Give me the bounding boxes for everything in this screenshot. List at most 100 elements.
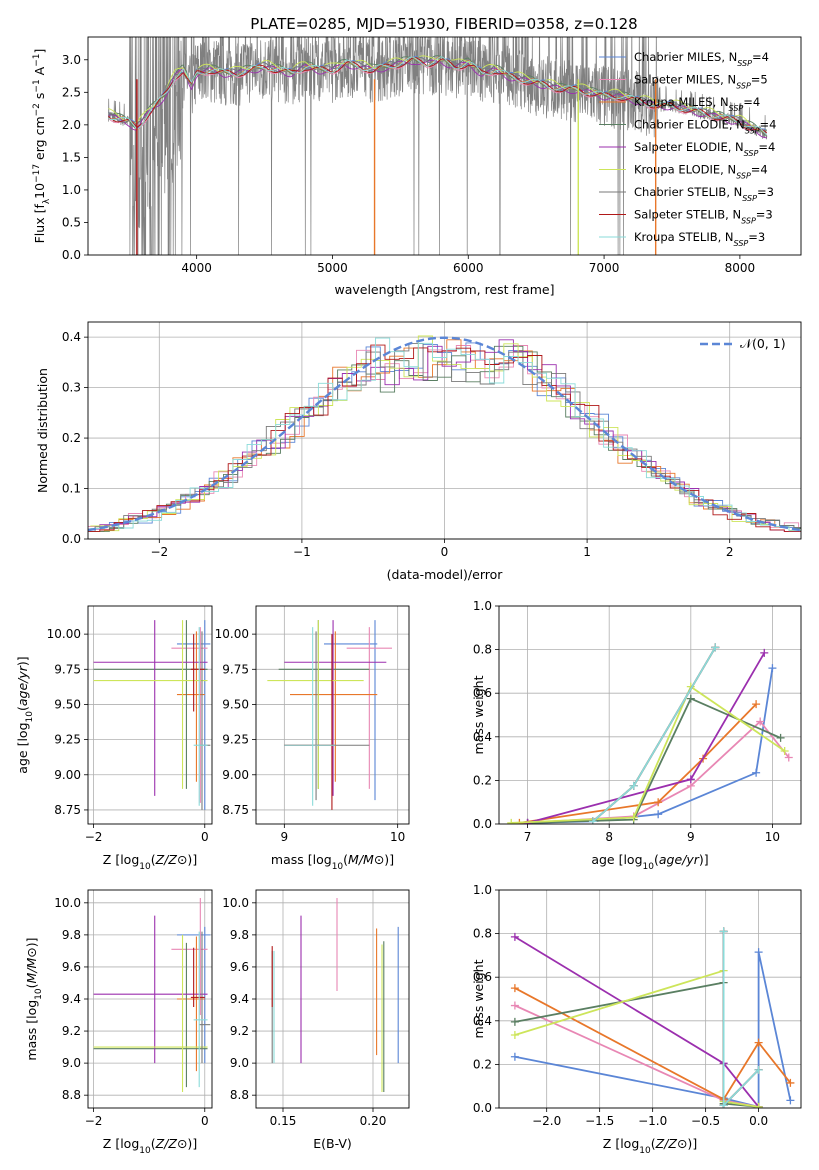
- spectrum-y-tick-label: 2.5: [62, 85, 81, 99]
- salpeter_elodie-residual-histogram: [88, 339, 801, 532]
- weight_vs_age-frame: [498, 605, 802, 825]
- spectrum-y-tick-label: 0.5: [62, 215, 81, 229]
- weight_vs_age-x-tick-label: 7: [524, 830, 532, 844]
- mass_vs_Z-y-tick-label: 9.0: [62, 1056, 81, 1070]
- weight_vs_Z-x-tick-label: −2.0: [532, 1114, 561, 1128]
- salpeter_miles-weight-point: [784, 753, 793, 762]
- chabrier_stelib-weight-line: [592, 646, 717, 823]
- weight_vs_Z-frame: [498, 889, 802, 1109]
- mass_vs_ebv-y-tick-label: 9.0: [230, 1056, 249, 1070]
- salpeter_stelib-model-spectrum: [108, 56, 768, 134]
- spectrum-y-tick-label: 2.0: [62, 118, 81, 132]
- mass_vs_Z-ticks: −2 0 8.8 9.0 9.2 9.4 9.6 9.8 10.0: [54, 896, 208, 1128]
- residuals-frame: [87, 321, 802, 540]
- weight_vs_Z-grid: [499, 889, 801, 1109]
- legend-label-kroupa_stelib: Kroupa STELIB, NSSP=3: [634, 230, 765, 248]
- weight_vs_age-y-tick-label: 0.2: [473, 773, 492, 787]
- weight_vs_Z-y-tick-label: 0.6: [473, 970, 492, 984]
- residuals-y-tick-label: 0.0: [62, 532, 81, 546]
- kroupa_elodie-weight-point: [629, 813, 638, 822]
- kroupa_stelib-weight-point: [629, 781, 638, 790]
- weight_vs_Z-y-tick-label: 0.8: [473, 927, 492, 941]
- weight_vs_age-y-tick-label: 0.6: [473, 686, 492, 700]
- mass_vs_ebv-axes: 0.15 0.20 8.8 9.0 9.2 9.4 9.6 9.8 10.0 E(B-V): [222, 889, 410, 1151]
- age_vs_Z-plot-area: [93, 620, 211, 810]
- kroupa_stelib-residual-histogram: [90, 337, 801, 532]
- age_vs_Z-x-axis-label: Z [log10(Z/Z⊙)]: [103, 852, 197, 872]
- kroupa_stelib-weight-point: [719, 1101, 728, 1108]
- kroupa_miles-weight-point: [654, 798, 663, 807]
- legend-label-kroupa_miles: Kroupa MILES, NSSP=4: [634, 95, 760, 113]
- kroupa_stelib-weight-point: [754, 1065, 763, 1074]
- age_vs_mass-y-tick-label: 10.00: [215, 627, 249, 641]
- legend-label-salpeter_stelib: Salpeter STELIB, NSSP=3: [634, 208, 773, 226]
- weight_vs_age-y-tick-label: 1.0: [473, 599, 492, 613]
- chabrier_elodie-weight-point: [686, 694, 695, 703]
- legend-label-chabrier_stelib: Chabrier STELIB, NSSP=3: [634, 185, 774, 203]
- age_vs_Z-y-tick-label: 10.00: [47, 627, 81, 641]
- mass_vs_ebv-y-tick-label: 10.0: [222, 896, 249, 910]
- salpeter_miles-weight-point: [510, 1001, 519, 1010]
- legend-label-chabrier_miles: Chabrier MILES, NSSP=4: [634, 50, 769, 68]
- residuals-x-tick-label: −1: [293, 545, 311, 559]
- legend-label-chabrier_elodie: Chabrier ELODIE, NSSP=4: [634, 118, 776, 136]
- chabrier_miles-weight-point: [752, 768, 761, 777]
- kroupa_stelib-weight-point: [588, 817, 597, 824]
- weight_vs_age-x-axis-label: age [log10(age/yr)]: [591, 852, 708, 872]
- salpeter_stelib-weight-line: [722, 931, 760, 1108]
- chabrier_elodie-weight-point: [776, 733, 785, 742]
- chabrier_miles-weight-point: [654, 810, 663, 819]
- age_vs_mass-y-tick-label: 9.00: [222, 768, 249, 782]
- weight_vs_Z-x-tick-label: −1.0: [638, 1114, 667, 1128]
- salpeter_miles-weight-point: [756, 717, 765, 726]
- mass_vs_Z-y-tick-label: 9.6: [62, 960, 81, 974]
- kroupa_elodie-weight-point: [780, 746, 789, 755]
- weight_vs_age-y-axis-label: mass weight: [471, 675, 486, 754]
- chabrier_elodie-model-spectrum: [108, 55, 768, 137]
- residuals-axes: −2 −1 0 1 2 0.0 0.1 0.2 0.3 0.4 (data-model)/error…: [35, 321, 802, 582]
- weight_vs_Z-x-tick-label: −1.5: [585, 1114, 614, 1128]
- observed-spectrum-line: [108, 37, 768, 255]
- residuals-x-tick-label: 0: [441, 545, 449, 559]
- salpeter_elodie-weight-point: [686, 775, 695, 784]
- spectrum-y-axis-label: Flux [fλ10−17 erg cm−2 s−1 A−1]: [32, 49, 52, 244]
- residuals-ticks: −2 −1 0 1 2 0.0 0.1 0.2 0.3 0.4: [62, 330, 734, 559]
- spectrum-x-tick-label: 8000: [725, 261, 756, 275]
- mass_vs_Z-y-tick-label: 9.8: [62, 928, 81, 942]
- residuals-y-tick-label: 0.3: [62, 381, 81, 395]
- mass_vs_Z-plot-area: [93, 898, 211, 1092]
- spectrum-x-tick-label: 7000: [589, 261, 620, 275]
- mass_vs_ebv-y-tick-label: 9.4: [230, 992, 249, 1006]
- weight_vs_age-ticks: 7 8 9 10 0.0 0.2 0.4 0.6 0.8 1.0: [473, 599, 780, 844]
- spectrum-frame: [87, 36, 802, 256]
- age_vs_mass-plot-area: [267, 620, 392, 810]
- kroupa_stelib-weight-point: [719, 927, 728, 936]
- residuals-y-tick-label: 0.1: [62, 482, 81, 496]
- age_vs_Z-frame: [87, 605, 213, 825]
- age_vs_mass-y-tick-label: 9.75: [222, 662, 249, 676]
- weight_vs_age-y-tick-label: 0.0: [473, 817, 492, 831]
- kroupa_miles-weight-line: [514, 987, 792, 1101]
- age_vs_Z-y-tick-label: 9.50: [54, 697, 81, 711]
- weight_vs_Z-y-tick-label: 0.0: [473, 1101, 492, 1115]
- age_vs_mass-y-tick-label: 9.25: [222, 733, 249, 747]
- mass_vs_Z-y-tick-label: 8.8: [62, 1088, 81, 1102]
- weight_vs_age-x-tick-label: 9: [687, 830, 695, 844]
- spectrum-axes: 4000 5000 6000 7000 8000 0.0 0.5 1.0 1.5 2.0 2.5 3.…: [32, 36, 802, 297]
- mass_vs_Z-y-tick-label: 9.4: [62, 992, 81, 1006]
- age_vs_mass-frame: [255, 605, 410, 825]
- residuals-x-axis-label: (data-model)/error: [387, 567, 504, 582]
- mass_vs_Z-axes: −2 0 8.8 9.0 9.2 9.4 9.6 9.8 10.0 Z [log10(Z/Z⊙)]…: [24, 889, 213, 1156]
- mass_vs_ebv-ticks: 0.15 0.20 8.8 9.0 9.2 9.4 9.6 9.8 10.0: [222, 896, 386, 1128]
- kroupa_miles-residual-histogram: [90, 339, 801, 532]
- kroupa_stelib-model-spectrum: [108, 56, 768, 136]
- mass_vs_ebv-y-tick-label: 9.6: [230, 960, 249, 974]
- residuals-x-tick-label: −2: [150, 545, 168, 559]
- legend-label-salpeter_miles: Salpeter MILES, NSSP=5: [634, 73, 768, 91]
- weight_vs_Z-ticks: −2.0 −1.5 −1.0 −0.5 0.0 0.0 0.2 0.4 0.6 0.8 1.0: [473, 883, 768, 1128]
- weight_vs_age-grid: [499, 605, 801, 825]
- age_vs_Z-ticks: −2 0 8.75 9.00 9.25 9.50 9.75 10.00: [47, 627, 209, 844]
- chabrier_elodie-weight-line: [514, 981, 759, 1108]
- spectrum-y-tick-label: 3.0: [62, 53, 81, 67]
- weight_vs_Z-axes: −2.0 −1.5 −1.0 −0.5 0.0 0.0 0.2 0.4 0.6 0.8 1.0 Z […: [471, 883, 802, 1156]
